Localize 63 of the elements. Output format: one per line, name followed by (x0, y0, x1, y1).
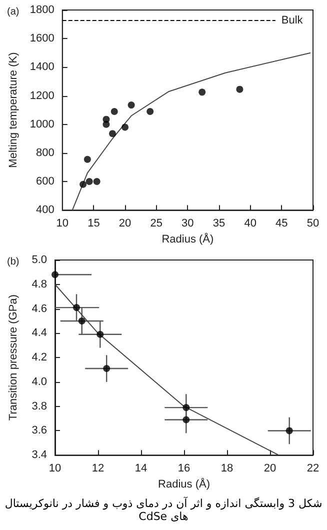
chart-title: (b) (7, 256, 20, 268)
y-tick-label: 1200 (30, 90, 54, 102)
x-tick-label: 15 (88, 218, 100, 230)
x-tick-label: 25 (150, 218, 162, 230)
point (96, 330, 104, 338)
point (236, 86, 244, 93)
point (182, 416, 190, 424)
y-tick-label: 3.6 (32, 424, 47, 437)
point (110, 108, 118, 115)
x-tick-label: 20 (264, 462, 276, 475)
x-tick-label: 14 (134, 462, 148, 475)
y-axis-title: Melting temperature (K) (8, 52, 20, 168)
y-tick-label: 5.0 (32, 254, 47, 266)
point (109, 130, 116, 138)
point (198, 88, 206, 96)
text: شکل 3 وابستگی اندازه و اثر آن در دمای ذوب و فشار در نانوکریستال های CdSe (4, 496, 324, 525)
x-tick-label: 10 (48, 462, 62, 475)
x-tick-label: 30 (182, 218, 194, 230)
chart-title: (a) (7, 6, 20, 18)
y-tick-label: 1600 (30, 32, 54, 45)
point (52, 271, 58, 278)
point (103, 365, 110, 372)
point (80, 180, 87, 188)
point (286, 427, 293, 434)
point (93, 178, 100, 186)
x-tick-label: 35 (212, 218, 226, 230)
x-tick-label: 10 (56, 218, 68, 230)
x-tick-label: 16 (178, 462, 190, 475)
y-tick-label: 4.0 (32, 376, 47, 388)
point (182, 404, 190, 412)
x-tick-label: 45 (276, 218, 288, 230)
line-series (54, 284, 280, 456)
y-tick-label: 400 (36, 204, 54, 216)
x-tick-label: 20 (118, 218, 132, 230)
x-tick-label: 18 (220, 462, 234, 475)
x-tick-label: 50 (306, 218, 320, 230)
point (84, 156, 91, 163)
x-tick-label: 22 (306, 462, 320, 475)
x-axis-title: Radius (Å) (158, 478, 210, 490)
y-tick-label: 4.6 (32, 302, 47, 315)
point (73, 304, 80, 312)
x-tick-label: 12 (92, 462, 104, 475)
line-series (72, 52, 311, 211)
y-tick-label: 1400 (30, 61, 54, 74)
y-axis-title: Transition pressure (GPa) (8, 294, 20, 421)
y-tick-label: 600 (36, 176, 54, 188)
ref-line-label: Bulk (281, 14, 304, 27)
point (146, 108, 154, 115)
y-tick-label: 4.2 (32, 352, 47, 364)
point (122, 124, 129, 131)
point (86, 178, 93, 186)
x-axis-title: Radius (Å) (162, 232, 214, 246)
y-tick-label: 4.8 (32, 278, 47, 290)
y-tick-label: 800 (36, 146, 54, 159)
point (102, 120, 110, 128)
y-tick-label: 1800 (30, 4, 54, 16)
y-tick-label: 3.8 (32, 400, 47, 412)
y-tick-label: 1000 (30, 118, 54, 130)
y-tick-label: 3.4 (32, 449, 47, 462)
point (78, 317, 86, 324)
x-tick-label: 40 (244, 218, 256, 230)
point (128, 102, 135, 109)
y-tick-label: 4.4 (32, 327, 47, 340)
